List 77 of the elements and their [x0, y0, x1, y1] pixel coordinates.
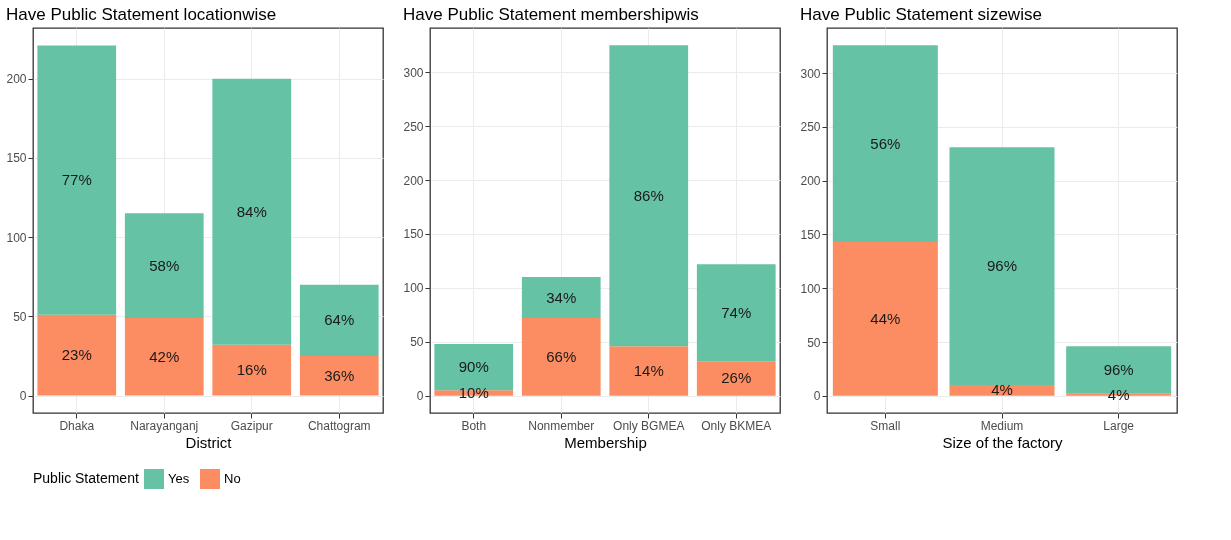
annotation: 23%	[61, 346, 92, 364]
y-tick-label: 150	[403, 227, 424, 242]
annotation: 26%	[721, 369, 752, 387]
x-tick-label: Chattogram	[307, 418, 371, 433]
annotation: 96%	[986, 257, 1018, 275]
annotation: 42%	[149, 347, 180, 365]
y-tick-label: 0	[813, 389, 821, 404]
annotation: 84%	[236, 202, 267, 220]
y-tick-label: 100	[6, 230, 27, 245]
bar	[299, 355, 379, 396]
annotation: 66%	[546, 347, 577, 365]
chart-title: Have Public Statement sizewise	[799, 5, 1042, 24]
bar	[124, 317, 204, 396]
x-axis-title: Size of the factory	[942, 433, 1064, 451]
y-tick-label: 250	[800, 120, 821, 135]
x-tick-label: Nonmember	[528, 418, 595, 433]
bar	[299, 284, 379, 356]
annotation: 14%	[633, 361, 664, 379]
bar	[124, 213, 204, 318]
annotation: 34%	[546, 288, 577, 306]
y-tick-label: 50	[410, 335, 424, 350]
bar	[696, 361, 776, 396]
bar	[212, 344, 292, 396]
y-tick-label: 100	[800, 281, 821, 296]
y-tick-label: 0	[416, 389, 424, 404]
annotation: 64%	[324, 311, 355, 329]
bar	[37, 45, 117, 315]
x-axis-title: Membership	[564, 433, 647, 451]
bar	[949, 385, 1055, 396]
annotation: 86%	[633, 186, 664, 204]
chart-title: Have Public Statement membershipwis	[402, 5, 699, 24]
annotation: 44%	[870, 309, 901, 327]
x-tick-label: Only BKMEA	[701, 418, 772, 433]
bar	[37, 314, 117, 396]
x-tick-label: Both	[461, 418, 487, 433]
annotation: 74%	[721, 303, 752, 321]
x-tick-label: Small	[870, 418, 901, 433]
legend-label: No	[224, 471, 241, 486]
bar	[832, 242, 938, 396]
x-tick-label: Only BGMEA	[613, 418, 685, 433]
y-tick-label: 200	[800, 174, 821, 189]
y-tick-label: 100	[403, 281, 424, 296]
annotation: 4%	[991, 381, 1013, 399]
annotation: 90%	[458, 358, 489, 376]
x-axis-title: District	[185, 433, 233, 451]
y-tick-label: 50	[807, 335, 821, 350]
legend-label: Yes	[168, 471, 190, 486]
y-tick-label: 300	[800, 66, 821, 81]
bar	[696, 264, 776, 362]
x-tick-label: Dhaka	[59, 418, 95, 433]
annotation: 77%	[61, 171, 92, 189]
y-tick-label: 0	[19, 389, 27, 404]
bar	[212, 78, 292, 345]
y-tick-label: 200	[403, 173, 424, 188]
x-tick-label: Medium	[980, 418, 1024, 433]
annotation: 56%	[870, 134, 901, 152]
bar	[521, 277, 601, 319]
bar	[609, 45, 689, 347]
chart-title: Have Public Statement locationwise	[5, 5, 277, 24]
bar	[521, 318, 601, 396]
annotation: 58%	[149, 256, 180, 274]
bar	[949, 147, 1055, 386]
y-tick-label: 50	[13, 309, 27, 324]
bar	[609, 346, 689, 396]
y-tick-label: 150	[800, 227, 821, 242]
legend-title: Public Statement	[33, 470, 139, 486]
annotation: 96%	[1103, 360, 1134, 378]
bar	[832, 45, 938, 243]
y-tick-label: 200	[6, 72, 27, 87]
x-tick-label: Large	[1103, 418, 1135, 433]
annotation: 16%	[236, 361, 267, 379]
annotation: 36%	[324, 366, 355, 384]
y-tick-label: 300	[403, 65, 424, 80]
y-tick-label: 250	[403, 119, 424, 134]
y-tick-label: 150	[6, 151, 27, 166]
x-tick-label: Gazipur	[230, 418, 273, 433]
x-tick-label: Narayanganj	[130, 418, 199, 433]
